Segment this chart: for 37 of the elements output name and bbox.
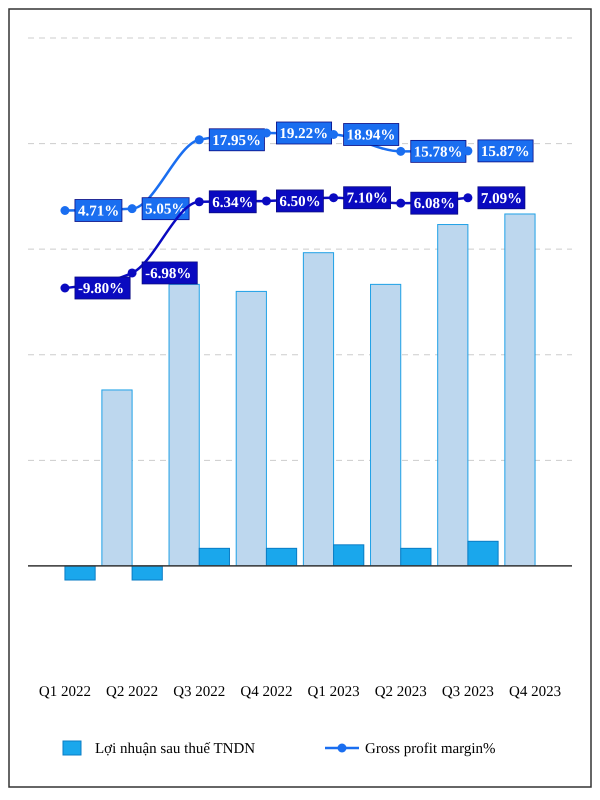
point — [262, 196, 271, 206]
data-label: 7.09% — [480, 190, 522, 207]
data-label: 19.22% — [279, 126, 328, 142]
x-tick-label: Q1 2022 — [38, 684, 91, 700]
data-label: 15.87% — [480, 144, 530, 160]
point — [128, 204, 137, 214]
point — [60, 284, 70, 292]
data-label: 7.10% — [346, 190, 388, 207]
data-label: 6.50% — [279, 194, 321, 210]
point — [329, 193, 338, 202]
bar — [64, 565, 96, 581]
data-label: -9.80% — [78, 281, 124, 297]
data-label: 15.78% — [414, 144, 462, 160]
bar — [504, 213, 536, 566]
point — [60, 206, 70, 215]
x-tick-label: Q1 2023 — [308, 684, 360, 700]
data-label: 18.94% — [346, 127, 396, 144]
x-tick-label: Q2 2022 — [106, 684, 158, 700]
point — [128, 268, 137, 278]
point — [396, 198, 406, 208]
point — [194, 197, 204, 206]
x-tick-label: Q4 2022 — [240, 684, 292, 700]
x-tick-label: Q3 2023 — [442, 684, 494, 700]
x-tick-label: Q2 2023 — [374, 684, 427, 700]
point — [194, 135, 204, 144]
legend-label: Gross profit margin% — [365, 741, 496, 757]
data-label: 4.71% — [78, 204, 120, 220]
data-label: 17.95% — [212, 132, 262, 149]
point — [463, 193, 472, 202]
data-label: -6.98% — [145, 266, 192, 282]
point — [396, 146, 406, 156]
data-label: 6.08% — [414, 196, 455, 212]
x-tick-label: Q4 2023 — [509, 684, 562, 700]
data-label: 5.05% — [145, 202, 186, 218]
legend-label: Lợi nhuận sau thuế TNDN — [95, 741, 256, 757]
x-tick-label: Q3 2022 — [173, 684, 226, 700]
data-label: 6.34% — [212, 194, 254, 211]
